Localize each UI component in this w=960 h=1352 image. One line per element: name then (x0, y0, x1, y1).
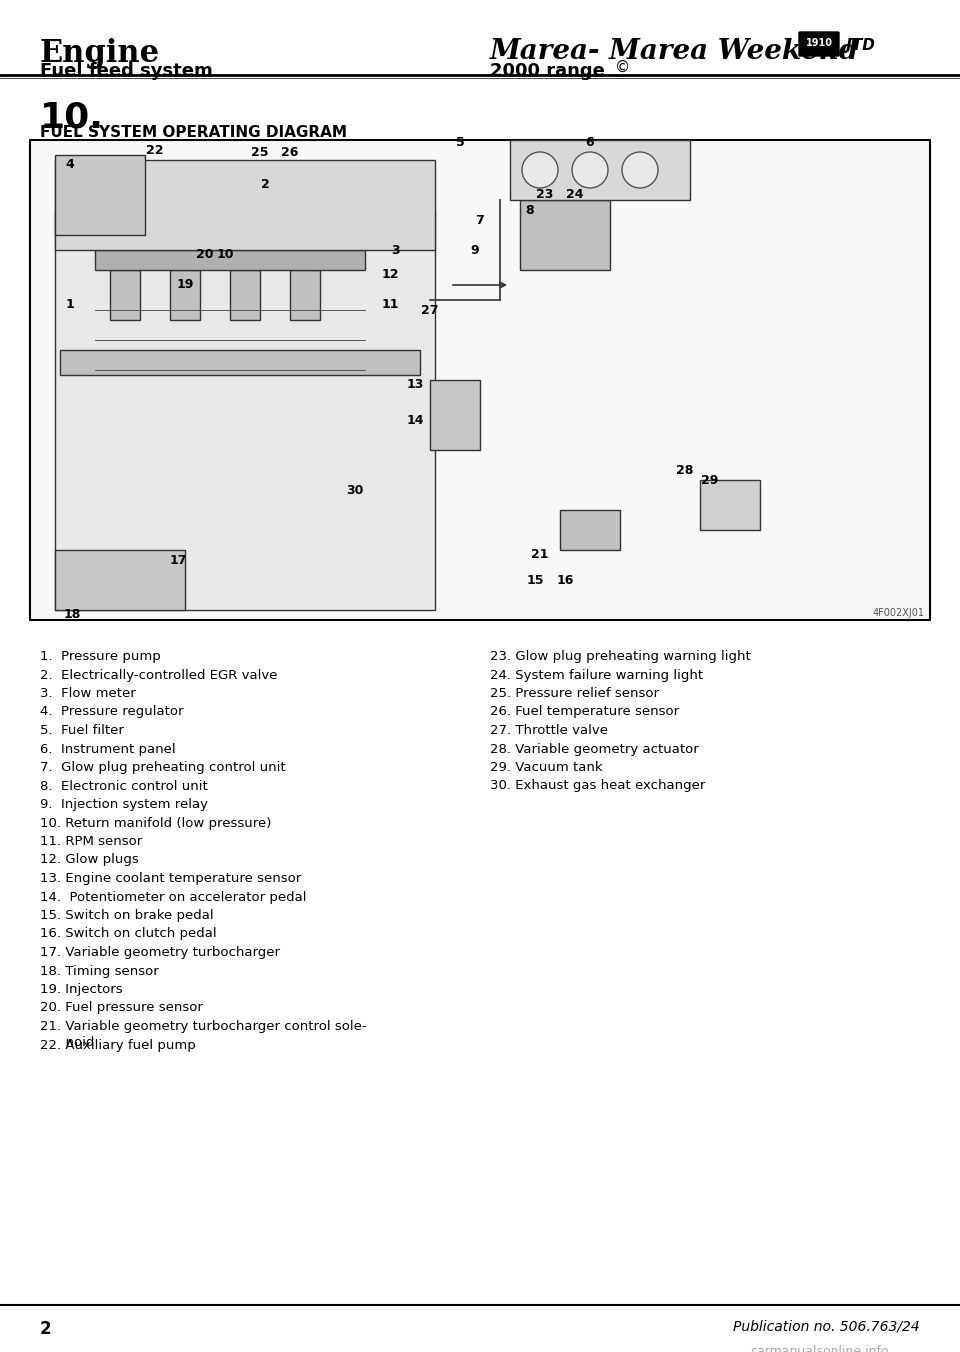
Text: ©: © (615, 59, 631, 74)
Text: 2.  Electrically-controlled EGR valve: 2. Electrically-controlled EGR valve (40, 668, 277, 681)
Text: 4.  Pressure regulator: 4. Pressure regulator (40, 706, 183, 718)
Text: 25: 25 (252, 146, 269, 158)
Bar (520, 200, 610, 270)
Text: 1: 1 (65, 299, 74, 311)
Text: 3: 3 (391, 243, 399, 257)
Bar (55, 210, 435, 610)
Text: 5.  Fuel filter: 5. Fuel filter (40, 725, 124, 737)
Text: 1.  Pressure pump: 1. Pressure pump (40, 650, 160, 662)
Text: 7: 7 (475, 214, 485, 227)
Text: 8: 8 (526, 204, 535, 216)
Text: 23. Glow plug preheating warning light: 23. Glow plug preheating warning light (490, 650, 751, 662)
Text: 20: 20 (196, 249, 214, 261)
Text: 22. Auxiliary fuel pump: 22. Auxiliary fuel pump (40, 1038, 196, 1052)
Bar (290, 270, 320, 320)
Text: 1910: 1910 (805, 38, 832, 49)
Text: 15: 15 (526, 573, 543, 587)
Bar (60, 350, 420, 375)
Text: 18. Timing sensor: 18. Timing sensor (40, 964, 158, 977)
Circle shape (622, 151, 658, 188)
Bar (55, 550, 185, 610)
Bar (95, 250, 365, 270)
Text: Fuel feed system: Fuel feed system (40, 62, 213, 80)
Text: 24. System failure warning light: 24. System failure warning light (490, 668, 703, 681)
Text: 25. Pressure relief sensor: 25. Pressure relief sensor (490, 687, 659, 700)
Text: 2000 range: 2000 range (490, 62, 605, 80)
Text: 4: 4 (65, 158, 74, 172)
Text: Publication no. 506.763/24: Publication no. 506.763/24 (733, 1320, 920, 1334)
Text: JTD: JTD (841, 38, 875, 53)
Bar (55, 160, 435, 250)
Bar (30, 141, 930, 621)
Text: 24: 24 (566, 188, 584, 201)
Circle shape (572, 151, 608, 188)
Text: 21: 21 (531, 549, 549, 561)
Text: 14: 14 (406, 414, 423, 426)
Bar (55, 155, 145, 235)
Text: 6.  Instrument panel: 6. Instrument panel (40, 742, 176, 756)
Text: 21. Variable geometry turbocharger control sole-
      noid: 21. Variable geometry turbocharger contr… (40, 1019, 367, 1049)
Text: 27: 27 (421, 303, 439, 316)
Text: 6: 6 (586, 137, 594, 150)
Text: 12. Glow plugs: 12. Glow plugs (40, 853, 139, 867)
Text: FUEL SYSTEM OPERATING DIAGRAM: FUEL SYSTEM OPERATING DIAGRAM (40, 124, 347, 141)
Bar (230, 270, 260, 320)
Text: 10: 10 (216, 249, 233, 261)
Text: 28: 28 (676, 464, 694, 476)
Text: 15. Switch on brake pedal: 15. Switch on brake pedal (40, 909, 214, 922)
Text: 27. Throttle valve: 27. Throttle valve (490, 725, 608, 737)
Text: 11. RPM sensor: 11. RPM sensor (40, 836, 142, 848)
Bar (170, 270, 200, 320)
Text: 20. Fuel pressure sensor: 20. Fuel pressure sensor (40, 1002, 203, 1014)
Text: 26. Fuel temperature sensor: 26. Fuel temperature sensor (490, 706, 679, 718)
Text: Marea- Marea Weekend: Marea- Marea Weekend (490, 38, 859, 65)
Text: 2: 2 (40, 1320, 52, 1338)
FancyBboxPatch shape (799, 32, 839, 55)
Text: 9: 9 (470, 243, 479, 257)
Text: 13. Engine coolant temperature sensor: 13. Engine coolant temperature sensor (40, 872, 301, 886)
Bar (110, 270, 140, 320)
Bar (700, 480, 760, 530)
Bar (560, 510, 620, 550)
Text: 29: 29 (702, 473, 719, 487)
Bar (510, 141, 690, 200)
Text: 3.  Flow meter: 3. Flow meter (40, 687, 135, 700)
Circle shape (522, 151, 558, 188)
Text: 9.  Injection system relay: 9. Injection system relay (40, 798, 208, 811)
Text: 4F002XJ01: 4F002XJ01 (873, 608, 925, 618)
Text: 19. Injectors: 19. Injectors (40, 983, 123, 996)
Bar (430, 380, 480, 450)
Text: 22: 22 (146, 143, 164, 157)
Text: 16. Switch on clutch pedal: 16. Switch on clutch pedal (40, 927, 217, 941)
Text: 10. Return manifold (low pressure): 10. Return manifold (low pressure) (40, 817, 272, 830)
Text: 30. Exhaust gas heat exchanger: 30. Exhaust gas heat exchanger (490, 780, 706, 792)
Text: Engine: Engine (40, 38, 160, 69)
Text: 26: 26 (281, 146, 299, 158)
Text: 17: 17 (169, 553, 187, 566)
Text: 13: 13 (406, 379, 423, 392)
Text: 28. Variable geometry actuator: 28. Variable geometry actuator (490, 742, 699, 756)
Text: 12: 12 (381, 269, 398, 281)
Text: 18: 18 (63, 608, 81, 622)
Text: 11: 11 (381, 299, 398, 311)
Text: 17. Variable geometry turbocharger: 17. Variable geometry turbocharger (40, 946, 280, 959)
Text: 14.  Potentiometer on accelerator pedal: 14. Potentiometer on accelerator pedal (40, 891, 306, 903)
Text: 8.  Electronic control unit: 8. Electronic control unit (40, 780, 207, 792)
Text: 7.  Glow plug preheating control unit: 7. Glow plug preheating control unit (40, 761, 286, 773)
Text: 2: 2 (260, 178, 270, 192)
Text: 5: 5 (456, 137, 465, 150)
Text: 23: 23 (537, 188, 554, 201)
Text: 19: 19 (177, 279, 194, 292)
Text: 16: 16 (556, 573, 574, 587)
Text: 10.: 10. (40, 100, 104, 134)
Text: 30: 30 (347, 484, 364, 496)
Text: 29. Vacuum tank: 29. Vacuum tank (490, 761, 603, 773)
Text: carmanualsonline.info: carmanualsonline.info (750, 1345, 889, 1352)
